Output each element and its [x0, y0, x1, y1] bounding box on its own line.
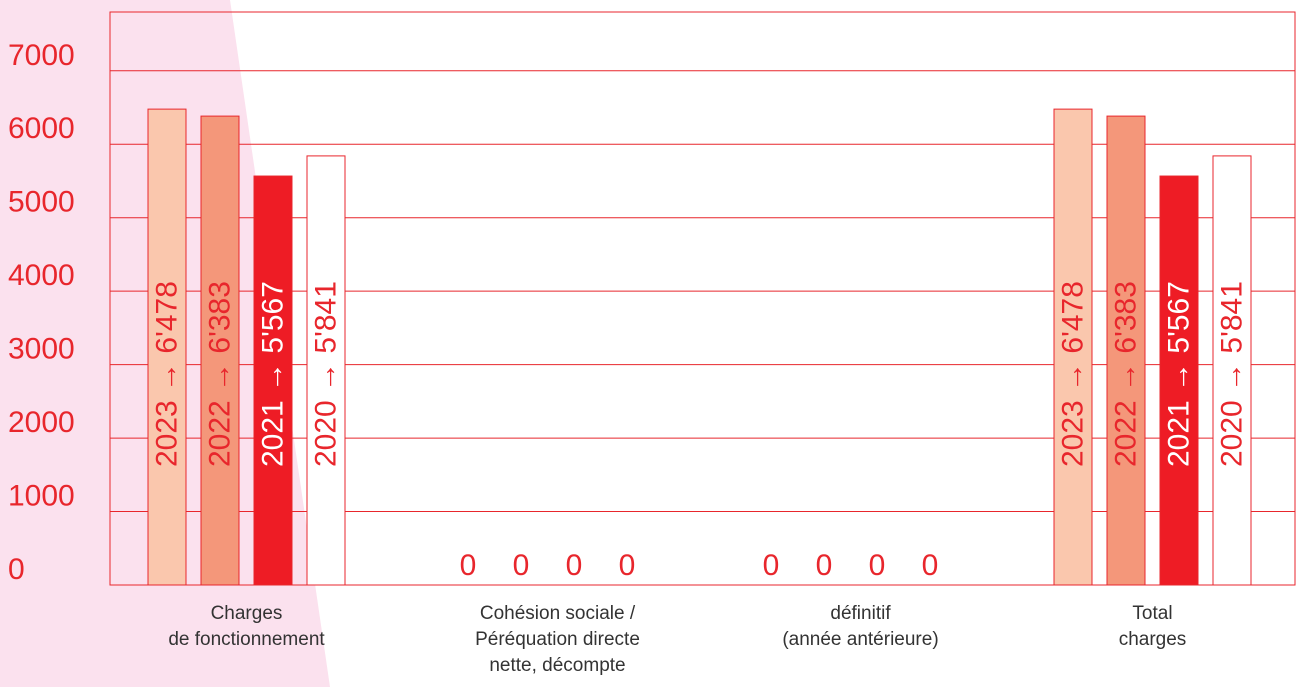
- bar-value-label: 2023 → 6'478: [151, 281, 184, 467]
- category-label: définitif (année antérieure): [782, 603, 938, 650]
- bar-value-label: 2020 → 5'841: [1216, 281, 1249, 467]
- category-label-line: nette, décompte: [489, 655, 625, 676]
- y-tick-label: 0: [8, 553, 25, 586]
- bar-zero-label: 0: [460, 549, 477, 582]
- category-labels: Charges de fonctionnement Cohésion sociale…: [168, 603, 1186, 676]
- category-label-line: charges: [1119, 629, 1187, 650]
- bar-value-label: 2023 → 6'478: [1057, 281, 1090, 467]
- category-label-line: de fonctionnement: [168, 629, 325, 650]
- bar-zero-label: 0: [763, 549, 780, 582]
- y-tick-label: 5000: [8, 186, 75, 219]
- category-label-line: (année antérieure): [782, 629, 938, 650]
- bar-value-label: 2021 → 5'567: [1163, 281, 1196, 467]
- y-tick-label: 2000: [8, 406, 75, 439]
- y-tick-label: 6000: [8, 112, 75, 145]
- bar-2022-4: [1106, 115, 1146, 586]
- bar-2023-4: [1053, 108, 1093, 586]
- bar-value-label: 2021 → 5'567: [257, 281, 290, 467]
- bar-2021-4: [1159, 175, 1199, 586]
- y-tick-label: 1000: [8, 480, 75, 513]
- category-label: Cohésion sociale / Péréquation directe net…: [475, 603, 640, 676]
- bar-value-label: 2022 → 6'383: [1110, 281, 1143, 467]
- plot-frame: [109, 11, 1296, 586]
- category-label-line: Cohésion sociale /: [480, 603, 636, 624]
- category-label-line: Charges: [211, 603, 283, 624]
- y-axis-ticks: 0 1000 2000 3000 4000 5000 6000 7000: [8, 39, 75, 586]
- bar-2021-1: [253, 175, 293, 586]
- y-tick-label: 7000: [8, 39, 75, 72]
- bar-zero-label: 0: [513, 549, 530, 582]
- bar-value-label: 2022 → 6'383: [204, 281, 237, 467]
- category-label: Charges de fonctionnement: [168, 603, 325, 650]
- bar-2020-1: [306, 155, 346, 586]
- y-tick-label: 4000: [8, 259, 75, 292]
- bar-value-label: 2020 → 5'841: [310, 281, 343, 467]
- bar-zero-label: 0: [619, 549, 636, 582]
- bar-2022-1: [200, 115, 240, 586]
- bars: 2023 → 6'478 2022 → 6'383 2021 → 5'567 2020…: [147, 108, 1252, 586]
- bar-zero-label: 0: [566, 549, 583, 582]
- bar-zero-label: 0: [869, 549, 886, 582]
- bar-2023-1: [147, 108, 187, 586]
- category-label: Total charges: [1119, 603, 1187, 650]
- y-tick-label: 3000: [8, 333, 75, 366]
- category-label-line: Péréquation directe: [475, 629, 640, 650]
- category-label-line: définitif: [830, 603, 891, 624]
- category-label-line: Total: [1132, 603, 1172, 624]
- bar-zero-label: 0: [816, 549, 833, 582]
- bar-zero-label: 0: [922, 549, 939, 582]
- bar-2020-4: [1212, 155, 1252, 586]
